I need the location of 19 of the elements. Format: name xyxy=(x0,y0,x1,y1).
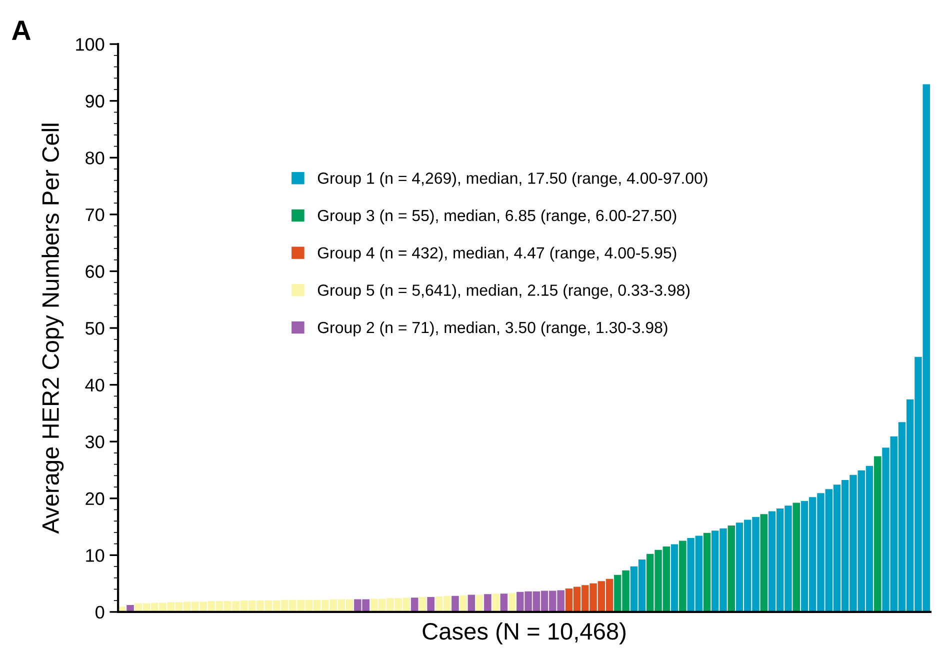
y-tick-label: 40 xyxy=(85,378,104,392)
y-tick-label: 90 xyxy=(86,94,104,108)
legend-label: Group 4 (n = 432), median, 4.47 (range, 4.00-5.95) xyxy=(318,246,676,262)
y-tick-label: 60 xyxy=(86,265,104,278)
y-tick-label: 30 xyxy=(85,436,104,448)
y-tick-label: 80 xyxy=(86,152,104,164)
legend-label: Group 1 (n = 4,269), median, 17.50 (range, 4.00-97.00) xyxy=(318,172,708,188)
y-tick-label: 20 xyxy=(86,492,104,506)
y-tick-label: 50 xyxy=(86,322,104,335)
text: A xyxy=(12,20,31,40)
y-tick-label: 100 xyxy=(76,38,104,51)
legend-label: Group 2 (n = 71), median, 3.50 (range, 1.30-3.98) xyxy=(318,321,668,336)
legend-label: Group 3 (n = 55), median, 6.85 (range, 6.00-27.50) xyxy=(318,209,676,224)
y-axis-title: Average HER2 Copy Numbers Per Cell xyxy=(42,124,64,534)
legend-label: Group 5 (n = 5,641), median, 2.15 (range, 0.33-3.98) xyxy=(318,284,690,300)
y-tick-label: 10 xyxy=(86,549,104,562)
x-axis-title: Cases (N = 10,468) xyxy=(422,622,626,644)
y-tick-label: 0 xyxy=(96,606,104,619)
y-tick-label: 70 xyxy=(86,208,104,222)
